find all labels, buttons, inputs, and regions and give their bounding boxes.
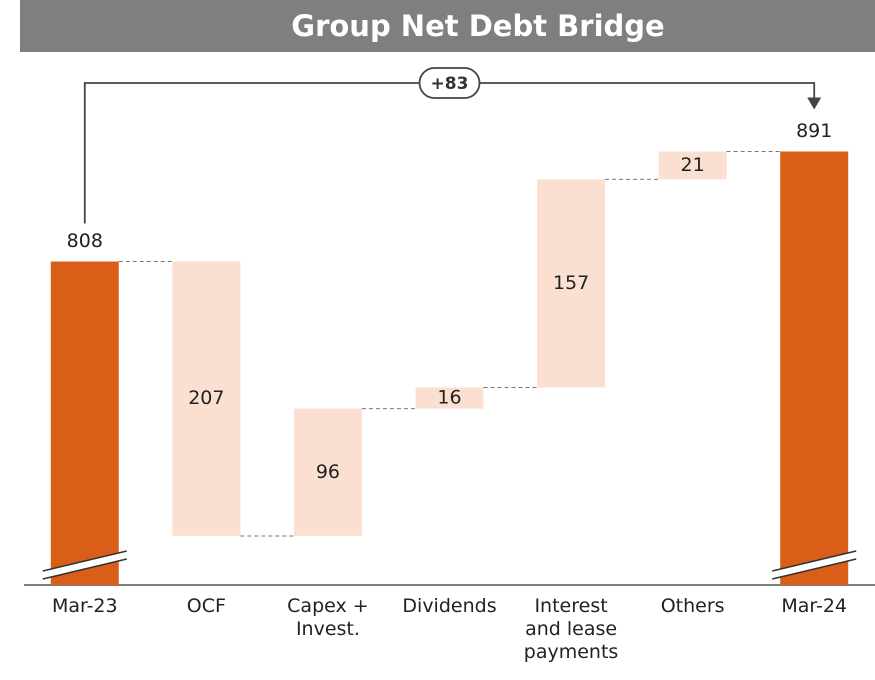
axis-break-line — [772, 550, 857, 572]
chart-title: Group Net Debt Bridge — [291, 9, 664, 43]
value-label: 96 — [316, 461, 340, 483]
x-tick-label: Capex + Invest. — [287, 595, 369, 640]
axis-break-line — [42, 550, 127, 572]
value-label: 157 — [553, 272, 589, 294]
axis-break-line — [772, 558, 857, 580]
title-band — [20, 0, 875, 52]
axis-break-line — [42, 558, 127, 580]
bar — [658, 151, 727, 180]
x-tick-label: Mar-24 — [781, 595, 848, 617]
x-tick-label: Mar-23 — [51, 595, 118, 617]
axis-break — [42, 551, 127, 579]
bar — [780, 151, 849, 585]
axis-break — [772, 551, 857, 579]
x-tick-label: Others — [660, 595, 725, 617]
value-label: 21 — [681, 154, 705, 176]
x-tick-label: Dividends — [402, 595, 497, 617]
x-tick-label: Interest and lease payments — [523, 595, 619, 663]
annotation: +83 — [431, 74, 469, 94]
bracket-arrow — [807, 97, 822, 110]
bar — [537, 179, 606, 388]
annotation-box — [418, 67, 481, 99]
bar — [415, 387, 484, 409]
bar — [293, 408, 362, 536]
value-label: 808 — [67, 230, 103, 252]
value-label: 891 — [796, 120, 832, 142]
bar — [50, 261, 119, 585]
x-tick-label: OCF — [186, 595, 226, 617]
value-label: 16 — [437, 387, 461, 409]
value-label: 207 — [188, 387, 224, 409]
bar — [172, 261, 241, 536]
